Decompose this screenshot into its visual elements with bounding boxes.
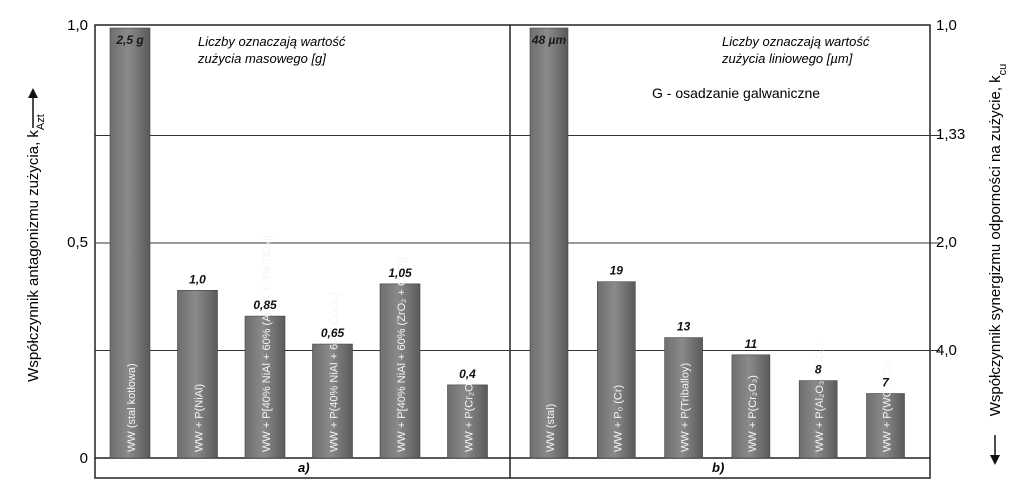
left-tick-0: 0 xyxy=(80,450,88,467)
left-axis-label: Współczynnik antagonizmu zużycia, kAzt xyxy=(25,114,47,382)
bar xyxy=(529,27,569,459)
category-label: WW + P(40% NiAl + 60% Cr₂O₃) xyxy=(329,292,341,452)
right-tick-1.33: 1,33 xyxy=(936,126,965,143)
gridlines xyxy=(95,135,940,351)
data-label: 0,65 xyxy=(321,326,345,340)
left-axis: 1,0 0,5 0 xyxy=(67,17,88,467)
data-label: 13 xyxy=(677,320,691,334)
data-label: 48 µm xyxy=(531,33,567,47)
category-label: WW (stal) xyxy=(545,404,557,452)
category-label: WW + P(Triballoy) xyxy=(680,363,692,452)
category-label: WW + P(Cr₂O₃) xyxy=(747,375,759,452)
bar xyxy=(379,283,421,459)
up-arrow-icon xyxy=(28,88,38,98)
bar xyxy=(664,337,703,459)
category-label: WW + P₀ (Cr) xyxy=(612,385,624,452)
right-tick-2.0: 2,0 xyxy=(936,234,957,251)
data-label: 8 xyxy=(815,363,822,377)
left-tick-0.5: 0,5 xyxy=(67,234,88,251)
down-arrow-icon xyxy=(990,455,1000,465)
right-tick-4.0: 4,0 xyxy=(936,342,957,359)
panel-b-note-line1: Liczby oznaczają wartość xyxy=(722,34,870,49)
right-axis: 1,0 1,33 2,0 4,0 xyxy=(936,17,965,359)
bar xyxy=(447,384,488,459)
bar-category-labels: WW (stal kotłowa) WW + P(NiAl) WW + P[40% … xyxy=(126,235,894,452)
data-label: 19 xyxy=(610,264,624,278)
data-label: 1,05 xyxy=(388,266,412,280)
plot-frame xyxy=(94,24,931,479)
data-label: 2,5 g xyxy=(115,33,144,47)
category-label: WW + P(Al₂O₃ + TiO₂) xyxy=(814,343,826,452)
bar xyxy=(312,343,353,459)
data-label: 7 xyxy=(882,376,890,390)
category-label: WW + P(WC - Co) xyxy=(882,362,894,452)
data-label: 0,4 xyxy=(459,367,476,381)
category-label: WW (stal kotłowa) xyxy=(126,363,138,452)
category-label: WW + P[40% NiAl + 60% (ZrO₂ + CaO)] xyxy=(396,257,408,452)
category-label: WW + P(NiAl) xyxy=(194,384,206,452)
bar xyxy=(244,315,286,459)
bar xyxy=(596,281,636,459)
bar xyxy=(798,380,838,459)
data-label: 11 xyxy=(745,337,758,351)
data-label: 0,85 xyxy=(253,298,277,312)
bar xyxy=(109,27,151,459)
right-axis-label: Współczynnik synergizmu odporności na zu… xyxy=(987,64,1009,417)
data-label: 1,0 xyxy=(189,272,206,286)
right-tick-1.0: 1,0 xyxy=(936,17,957,34)
bars xyxy=(109,27,905,459)
category-label: WW + P(Cr₂O₃) xyxy=(464,375,476,452)
bar xyxy=(177,289,218,459)
category-label: WW + P[40% NiAl + 60% (Al₂O₃ + 3% TiO₂)] xyxy=(261,235,273,452)
data-labels: 2,5 g 1,0 0,85 0,65 1,05 0,4 48 µm 19 13 11 8 7 xyxy=(115,33,890,390)
panel-a-note-line1: Liczby oznaczają wartość xyxy=(198,34,346,49)
left-tick-1: 1,0 xyxy=(67,17,88,34)
panel-b-label: b) xyxy=(712,460,724,475)
panel-b-note-line2: zużycia liniowego [µm] xyxy=(721,51,853,66)
bar xyxy=(866,393,905,459)
bar xyxy=(731,354,771,459)
panel-b-note-galvanic: G - osadzanie galwaniczne xyxy=(652,85,820,101)
panel-a-note-line2: zużycia masowego [g] xyxy=(197,51,326,66)
panel-a-label: a) xyxy=(298,460,310,475)
